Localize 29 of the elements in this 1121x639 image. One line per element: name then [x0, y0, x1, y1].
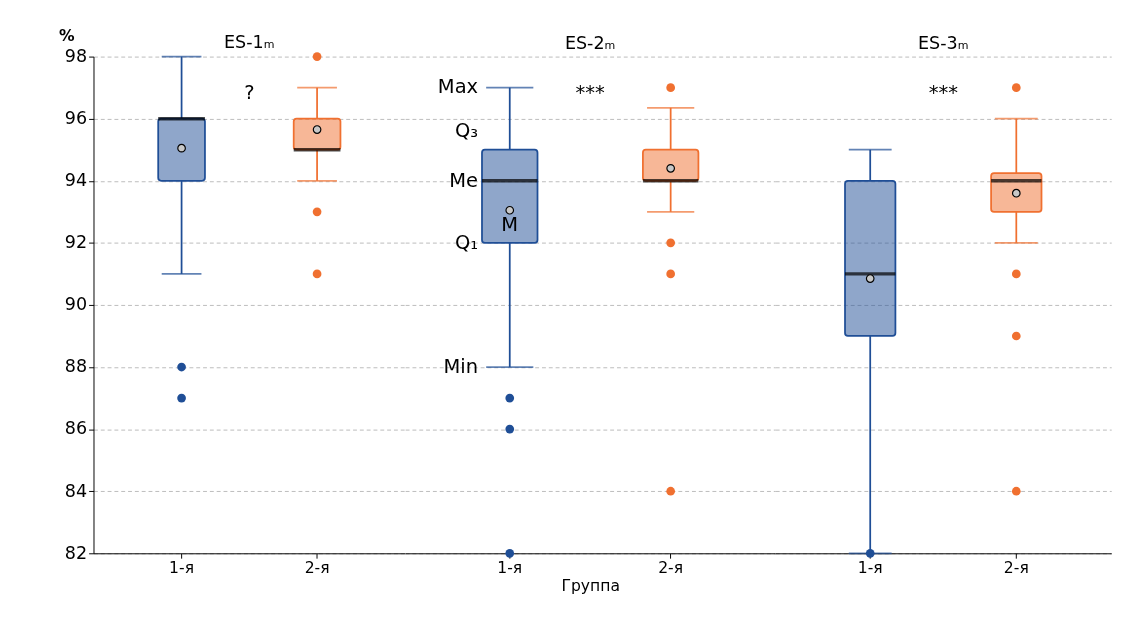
y-tick-label: 88 — [64, 356, 88, 377]
x-axis-title: Группа — [561, 576, 620, 595]
y-tick-label: 86 — [64, 418, 88, 439]
y-tick-label: 84 — [64, 480, 88, 501]
annotation: Max — [437, 75, 479, 99]
annotation: Min — [443, 354, 479, 378]
y-tick-label: 92 — [64, 232, 88, 253]
y-tick-label: 94 — [64, 170, 88, 191]
x-tick-label: 2-я — [1003, 559, 1029, 578]
x-tick-label: 1-я — [169, 559, 195, 578]
annotation: Q₃ — [454, 118, 479, 142]
annotation: *** — [575, 81, 606, 105]
chart-title: ES-2ₘ — [564, 32, 616, 53]
chart-title: ES-1ₘ — [224, 31, 275, 52]
annotation: *** — [928, 81, 959, 105]
x-tick-label: 1-я — [857, 559, 883, 578]
x-tick-label: 1-я — [497, 559, 523, 578]
y-tick-label: 98 — [64, 45, 88, 66]
chart-title: ES-3ₘ — [917, 32, 969, 53]
x-tick-label: 2-я — [304, 559, 330, 578]
annotation: M — [501, 212, 519, 236]
annotation: ? — [244, 81, 255, 105]
annotation: Q₁ — [454, 230, 479, 254]
y-tick-label: 96 — [64, 108, 88, 129]
y-axis-title: % — [58, 26, 75, 45]
y-tick-label: 82 — [64, 542, 88, 563]
annotation: Me — [449, 168, 479, 192]
y-tick-label: 90 — [64, 294, 88, 315]
x-tick-label: 2-я — [658, 559, 684, 578]
